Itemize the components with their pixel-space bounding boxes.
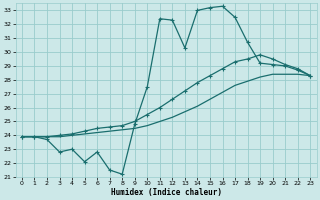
X-axis label: Humidex (Indice chaleur): Humidex (Indice chaleur) [111, 188, 221, 197]
